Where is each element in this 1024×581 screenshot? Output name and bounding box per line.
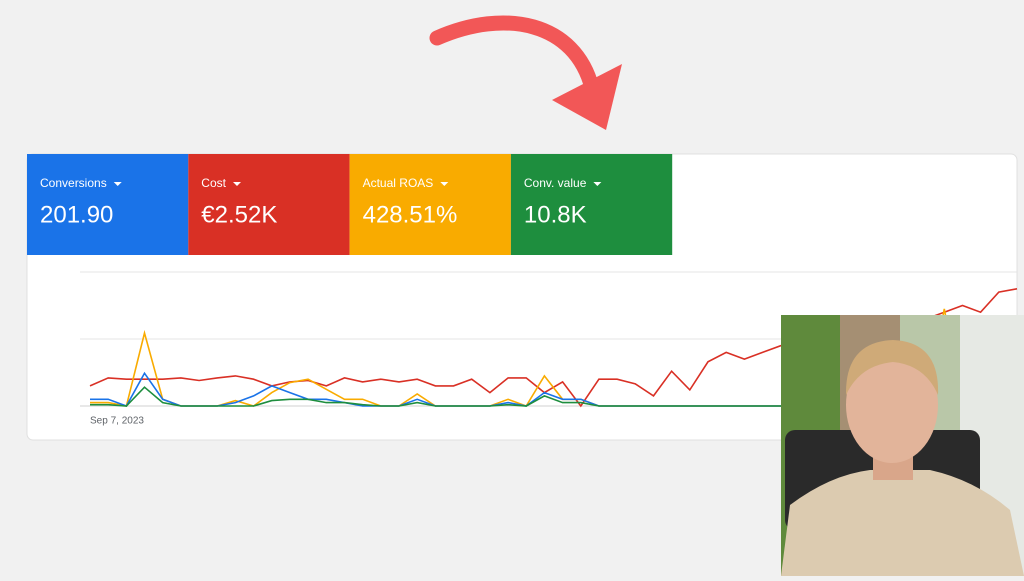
scorecard-value: 428.51% (363, 201, 458, 228)
scorecards: Conversions 201.90 Cost €2.52K Actual ROAS 42… (27, 154, 673, 255)
scorecard-value: 10.8K (524, 201, 587, 228)
scorecard[interactable] (349, 154, 511, 255)
dropdown-icon (113, 182, 122, 186)
scorecard-value: 201.90 (40, 201, 113, 228)
scorecard[interactable] (27, 154, 189, 255)
face (846, 347, 938, 463)
scorecard-label: Cost (201, 176, 226, 190)
scorecard-label: Conv. value (524, 176, 587, 190)
hair (845, 340, 939, 395)
scorecard[interactable] (188, 154, 350, 255)
scorecard[interactable] (510, 154, 673, 255)
dropdown-icon (593, 182, 602, 186)
scorecard-label: Actual ROAS (363, 176, 434, 190)
x-tick-label: Sep 7, 2023 (90, 416, 144, 427)
dropdown-icon (232, 182, 241, 186)
webcam (781, 315, 1024, 576)
dropdown-icon (440, 182, 449, 186)
shirt (781, 470, 1024, 576)
arrow-head (552, 64, 622, 130)
scorecard-value: €2.52K (201, 201, 277, 228)
scorecard-label: Conversions (40, 176, 107, 190)
arrow (429, 15, 600, 96)
